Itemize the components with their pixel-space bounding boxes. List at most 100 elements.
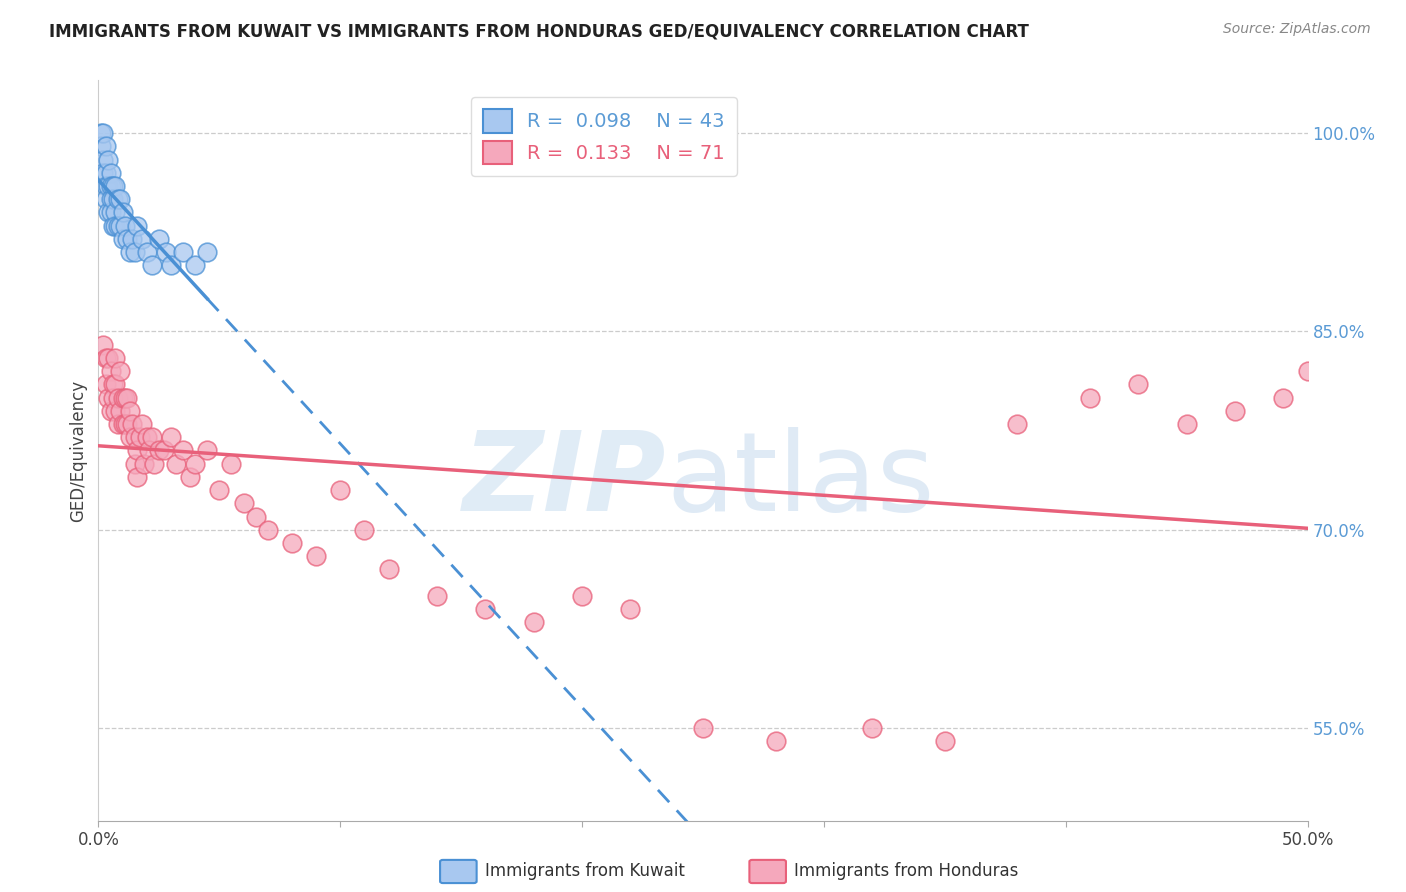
Point xyxy=(172,443,194,458)
Point xyxy=(94,139,117,153)
Point xyxy=(104,351,127,365)
Point xyxy=(377,562,399,576)
Point xyxy=(141,430,163,444)
Point xyxy=(1320,377,1343,392)
Point xyxy=(101,219,124,233)
Point xyxy=(100,192,122,206)
Point xyxy=(111,417,134,431)
Point xyxy=(1175,417,1198,431)
Point xyxy=(160,430,183,444)
Point xyxy=(114,219,136,233)
Point xyxy=(107,417,129,431)
Point xyxy=(101,179,124,194)
Point xyxy=(426,589,449,603)
Point xyxy=(124,430,146,444)
Point xyxy=(160,259,183,273)
Point xyxy=(141,259,163,273)
Point xyxy=(118,245,141,260)
Point xyxy=(97,153,120,167)
Text: IMMIGRANTS FROM KUWAIT VS IMMIGRANTS FROM HONDURAS GED/EQUIVALENCY CORRELATION C: IMMIGRANTS FROM KUWAIT VS IMMIGRANTS FRO… xyxy=(49,22,1029,40)
Point xyxy=(765,734,787,748)
Point xyxy=(111,205,134,219)
Point xyxy=(118,404,141,418)
Point xyxy=(195,443,218,458)
Legend: R =  0.098    N = 43, R =  0.133    N = 71: R = 0.098 N = 43, R = 0.133 N = 71 xyxy=(471,97,737,176)
Point xyxy=(104,404,127,418)
Point xyxy=(108,219,131,233)
Point xyxy=(117,391,139,405)
Point xyxy=(124,457,146,471)
Point xyxy=(101,377,124,392)
Point xyxy=(97,205,120,219)
Point xyxy=(571,589,593,603)
Point xyxy=(135,245,157,260)
Point xyxy=(195,245,218,260)
Point xyxy=(91,126,114,140)
Point xyxy=(143,457,166,471)
Point xyxy=(1296,364,1319,378)
Point xyxy=(94,179,117,194)
Point xyxy=(108,364,131,378)
Point xyxy=(90,139,112,153)
Point xyxy=(114,417,136,431)
Point xyxy=(152,443,174,458)
Point xyxy=(111,391,134,405)
Point xyxy=(91,153,114,167)
Point xyxy=(1272,391,1295,405)
Point xyxy=(97,179,120,194)
Point xyxy=(148,443,170,458)
Point xyxy=(94,351,117,365)
Point xyxy=(104,219,127,233)
Point xyxy=(121,417,143,431)
Point xyxy=(108,404,131,418)
Point xyxy=(121,232,143,246)
Point xyxy=(124,245,146,260)
Point xyxy=(245,509,267,524)
Point xyxy=(934,734,956,748)
Point xyxy=(131,232,153,246)
Text: Source: ZipAtlas.com: Source: ZipAtlas.com xyxy=(1223,22,1371,37)
Point xyxy=(94,377,117,392)
Point xyxy=(305,549,328,564)
Text: atlas: atlas xyxy=(666,426,935,533)
Point xyxy=(232,496,254,510)
Point xyxy=(104,205,127,219)
Point xyxy=(256,523,278,537)
Text: Immigrants from Honduras: Immigrants from Honduras xyxy=(794,863,1019,880)
Point xyxy=(208,483,231,497)
Point xyxy=(104,377,127,392)
Point xyxy=(172,245,194,260)
Point xyxy=(474,602,496,616)
Point xyxy=(1223,404,1246,418)
Text: ZIP: ZIP xyxy=(463,426,666,533)
Point xyxy=(619,602,641,616)
Y-axis label: GED/Equivalency: GED/Equivalency xyxy=(69,379,87,522)
Point xyxy=(1007,417,1029,431)
Point xyxy=(127,219,149,233)
Point xyxy=(523,615,546,630)
Point xyxy=(148,232,170,246)
Point xyxy=(329,483,352,497)
Point xyxy=(134,457,156,471)
Point xyxy=(100,179,122,194)
Point xyxy=(91,337,114,351)
Point xyxy=(100,364,122,378)
Point xyxy=(104,179,127,194)
Point xyxy=(117,417,139,431)
Point xyxy=(118,430,141,444)
Point xyxy=(101,192,124,206)
Point xyxy=(101,391,124,405)
Point xyxy=(107,219,129,233)
Point xyxy=(692,721,714,735)
Point xyxy=(90,126,112,140)
Point xyxy=(97,391,120,405)
Point xyxy=(1128,377,1150,392)
Point xyxy=(117,232,139,246)
Point xyxy=(100,404,122,418)
Point xyxy=(221,457,243,471)
Point xyxy=(97,351,120,365)
Point xyxy=(184,259,207,273)
Point xyxy=(107,391,129,405)
Point xyxy=(127,470,149,484)
Point xyxy=(114,391,136,405)
